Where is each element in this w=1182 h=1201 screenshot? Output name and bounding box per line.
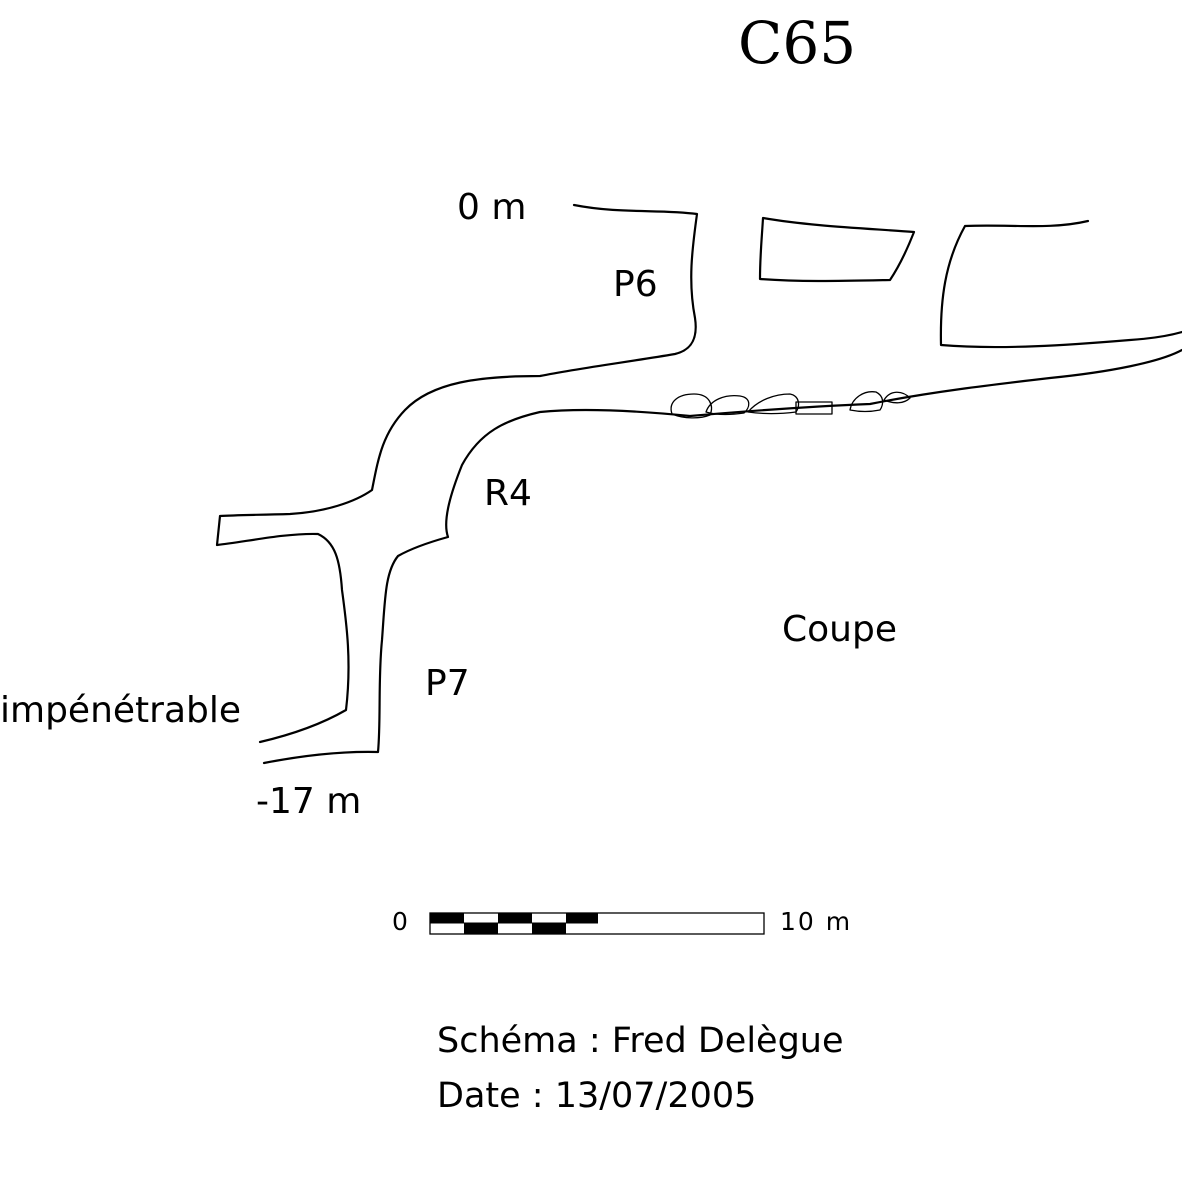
view-type-label: Coupe <box>782 609 897 650</box>
rock-block <box>758 216 916 283</box>
pitch-p7-label: P7 <box>425 663 470 704</box>
survey-date: Date : 13/07/2005 <box>437 1076 757 1116</box>
author-credit: Schéma : Fred Delègue <box>437 1021 844 1061</box>
scale-end-label: 10 m <box>780 907 853 936</box>
scale-bar <box>429 912 765 935</box>
floor-boulders <box>670 391 911 419</box>
depth-top-label: 0 m <box>457 187 527 228</box>
cave-wall-outer <box>215 203 699 744</box>
step-r4-label: R4 <box>484 473 532 514</box>
cave-wall-right-upper <box>939 219 1182 349</box>
depth-bottom-label: -17 m <box>256 781 362 822</box>
impenetrable-label: impénétrable <box>0 690 242 731</box>
cave-wall-inner <box>262 348 1182 765</box>
scale-start-label: 0 <box>392 907 410 936</box>
pitch-p6-label: P6 <box>613 264 658 305</box>
diagram-title: C65 <box>738 9 857 77</box>
